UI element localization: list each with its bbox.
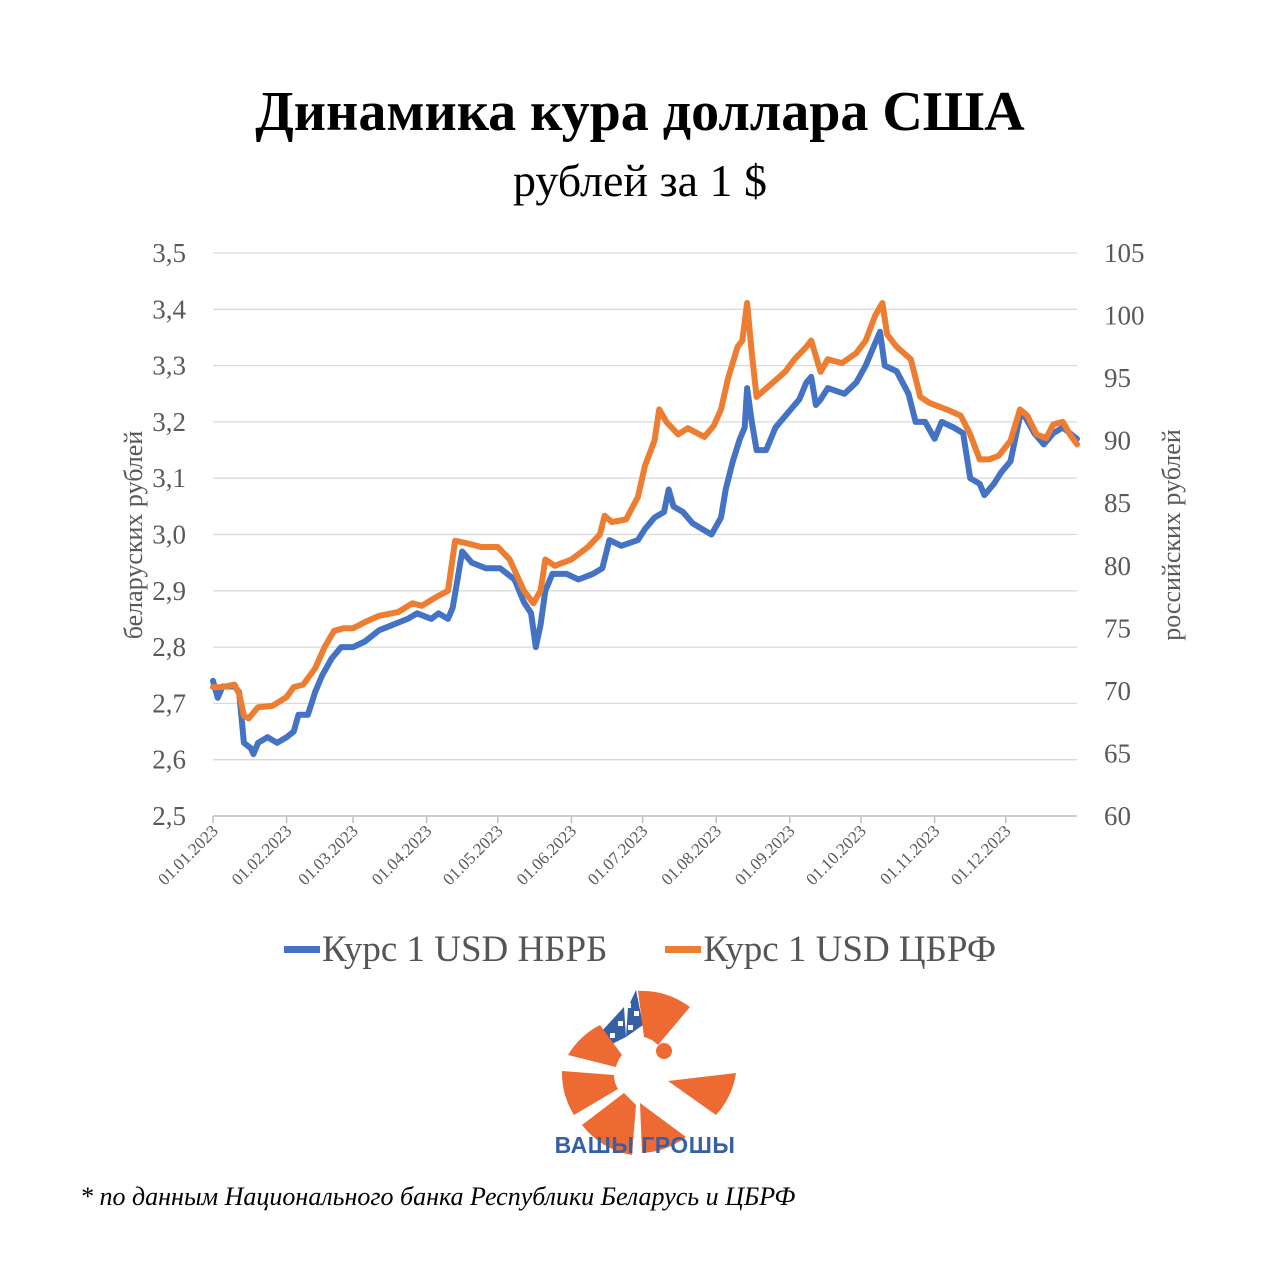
x-tick-label: 01.10.2023: [802, 821, 870, 889]
y-tick-label-right: 85: [1104, 488, 1131, 518]
x-tick-label: 01.02.2023: [228, 821, 296, 889]
y-tick-label-left: 3,4: [152, 294, 186, 324]
y-tick-label-left: 2,6: [152, 745, 186, 775]
vashy-groshy-logo: [561, 990, 736, 1155]
series-line-cbrf: [210, 300, 1080, 722]
left-axis-label: беларуских рублей: [119, 431, 148, 640]
x-tick-label: 01.07.2023: [584, 821, 652, 889]
chart-legend: Курс 1 USD НБРБ Курс 1 USD ЦБРФ: [0, 928, 1280, 971]
x-tick-label: 01.04.2023: [368, 821, 436, 889]
y-tick-label-right: 60: [1104, 801, 1131, 831]
legend-item-cbrf: Курс 1 USD ЦБРФ: [665, 928, 996, 971]
chart-gridlines: [213, 252, 1077, 817]
y-tick-label-right: 95: [1104, 363, 1131, 393]
y-tick-label-right: 80: [1104, 551, 1131, 581]
y-tick-label-right: 105: [1104, 238, 1145, 268]
line-chart: 3,5 3,4 3,3 3,2 3,1 3,0 2,9 2,8 2,7 2,6 2,5 105 100…: [119, 238, 1186, 889]
chart-subtitle: рублей за 1 $: [512, 155, 768, 206]
x-tick-label: 01.08.2023: [658, 821, 726, 889]
y-tick-label-left: 3,1: [152, 463, 186, 493]
y-tick-label-left: 2,7: [152, 688, 186, 718]
chart-title: Динамика кура доллара США: [255, 81, 1025, 143]
y-tick-label-right: 100: [1104, 301, 1145, 331]
x-tick-label: 01.03.2023: [294, 821, 362, 889]
y-tick-label-right: 75: [1104, 613, 1131, 643]
legend-label-nbrb: Курс 1 USD НБРБ: [321, 929, 608, 970]
x-tick-label: 01.11.2023: [876, 821, 943, 888]
x-tick-label: 01.12.2023: [947, 821, 1015, 889]
y-tick-label-right: 70: [1104, 676, 1131, 706]
legend-item-nbrb: Курс 1 USD НБРБ: [283, 928, 608, 971]
y-tick-label-right: 65: [1104, 738, 1131, 768]
x-tick-label: 01.01.2023: [154, 821, 222, 889]
legend-swatch-nbrb: [283, 946, 320, 953]
left-axis-ticks: 3,5 3,4 3,3 3,2 3,1 3,0 2,9 2,8 2,7 2,6 2,5: [152, 238, 186, 831]
y-tick-label-left: 2,5: [152, 801, 186, 831]
y-tick-label-left: 3,5: [152, 238, 186, 268]
chart-series: [210, 300, 1080, 758]
brand-name: ВАШЫ ГРОШЫ: [554, 1132, 736, 1158]
y-tick-label-left: 3,0: [152, 520, 186, 550]
y-tick-label-left: 2,8: [152, 632, 186, 662]
series-line-nbrb: [210, 328, 1080, 758]
source-note: * по данным Национального банка Республи…: [80, 1182, 796, 1211]
y-tick-label-left: 3,2: [152, 407, 186, 437]
legend-swatch-cbrf: [665, 946, 702, 953]
x-tick-label: 01.09.2023: [731, 821, 799, 889]
y-tick-label-right: 90: [1104, 426, 1131, 456]
y-tick-label-left: 3,3: [152, 351, 186, 381]
right-axis-label: российских рублей: [1157, 429, 1186, 641]
legend-label-cbrf: Курс 1 USD ЦБРФ: [703, 929, 997, 970]
x-tick-label: 01.06.2023: [513, 821, 581, 889]
y-tick-label-left: 2,9: [152, 576, 186, 606]
x-tick-label: 01.05.2023: [439, 821, 507, 889]
right-axis-ticks: 105 100 95 90 85 80 75 70 65 60: [1104, 238, 1145, 831]
